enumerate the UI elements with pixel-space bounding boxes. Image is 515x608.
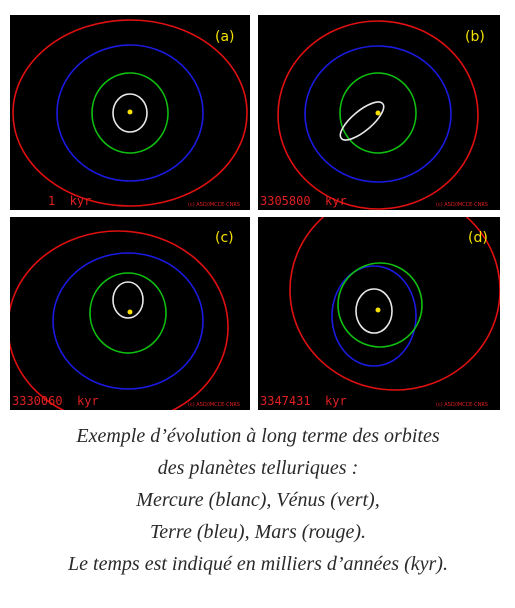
time-label: 3330060 kyr	[12, 394, 99, 408]
credit: (c) ASD/IMCCE-CNRS	[436, 202, 488, 208]
time-label: 3305800 kyr	[260, 194, 347, 208]
caption-line: Le temps est indiqué en milliers d’année…	[67, 553, 448, 575]
time-label: 1 kyr	[48, 194, 91, 208]
caption-line: Mercure (blanc), Vénus (vert),	[135, 489, 379, 511]
credit: (c) ASD/IMCCE-CNRS	[188, 202, 240, 208]
panel-label: (c)	[215, 230, 234, 246]
panel-d: (d) 3347431 kyr (c) ASD/IMCCE-CNRS	[258, 217, 500, 410]
panel-label: (a)	[215, 29, 235, 45]
caption: Exemple d’évolution à long terme des orb…	[67, 425, 448, 575]
caption-line: Terre (bleu), Mars (rouge).	[150, 521, 366, 543]
credit: (c) ASD/IMCCE-CNRS	[188, 402, 240, 408]
caption-line: des planètes telluriques :	[158, 457, 359, 479]
panel-c: (c) 3330060 kyr (c) ASD/IMCCE-CNRS	[10, 217, 250, 410]
panel-a: (a) 1 kyr (c) ASD/IMCCE-CNRS	[10, 15, 250, 210]
panel-label: (d)	[468, 230, 488, 246]
caption-line: Exemple d’évolution à long terme des orb…	[75, 425, 439, 447]
time-label: 3347431 kyr	[260, 394, 347, 408]
panel-b: (b) 3305800 kyr (c) ASD/IMCCE-CNRS	[258, 15, 500, 210]
panel-label: (b)	[465, 29, 485, 45]
credit: (c) ASD/IMCCE-CNRS	[436, 402, 488, 408]
